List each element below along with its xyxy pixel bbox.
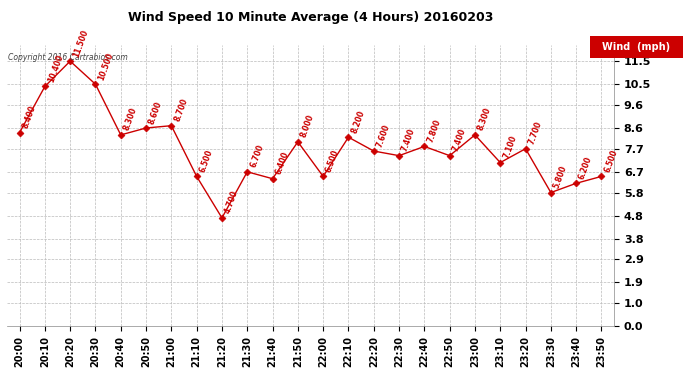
Text: 6.500: 6.500: [324, 148, 341, 174]
Text: 6.200: 6.200: [578, 155, 594, 180]
Text: 6.500: 6.500: [603, 148, 620, 174]
Text: 8.300: 8.300: [476, 106, 493, 132]
Text: 7.600: 7.600: [375, 123, 392, 148]
Text: 8.300: 8.300: [122, 106, 139, 132]
Text: 7.800: 7.800: [426, 118, 442, 144]
Text: 6.500: 6.500: [198, 148, 215, 174]
Text: 5.800: 5.800: [552, 164, 569, 190]
Text: 8.600: 8.600: [148, 100, 164, 125]
Text: 8.000: 8.000: [299, 113, 316, 139]
Text: 7.700: 7.700: [527, 120, 544, 146]
Text: 7.400: 7.400: [400, 127, 417, 153]
Text: 4.700: 4.700: [224, 189, 240, 215]
Text: 8.700: 8.700: [172, 97, 189, 123]
Text: 7.100: 7.100: [502, 134, 518, 160]
Text: Copyright 2016 Cartrabios.com: Copyright 2016 Cartrabios.com: [8, 54, 127, 62]
Text: 6.700: 6.700: [248, 143, 265, 169]
Text: 8.200: 8.200: [350, 109, 366, 135]
Text: 10.500: 10.500: [97, 51, 115, 81]
Text: 11.500: 11.500: [72, 28, 90, 58]
Text: 7.400: 7.400: [451, 127, 468, 153]
Text: 6.400: 6.400: [274, 150, 290, 176]
Text: 10.400: 10.400: [46, 53, 65, 84]
Text: 8.400: 8.400: [21, 104, 37, 130]
Text: Wind Speed 10 Minute Average (4 Hours) 20160203: Wind Speed 10 Minute Average (4 Hours) 2…: [128, 11, 493, 24]
Text: Wind  (mph): Wind (mph): [602, 42, 671, 52]
